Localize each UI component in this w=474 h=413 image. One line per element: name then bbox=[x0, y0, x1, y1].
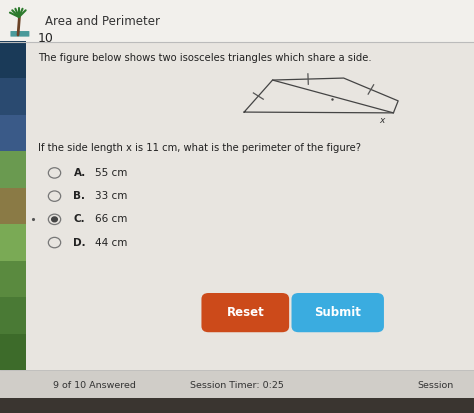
Text: D.: D. bbox=[73, 237, 86, 247]
FancyBboxPatch shape bbox=[201, 293, 289, 332]
FancyBboxPatch shape bbox=[0, 151, 26, 188]
Text: Session: Session bbox=[417, 381, 453, 390]
Text: C.: C. bbox=[73, 214, 85, 224]
Text: x: x bbox=[379, 116, 384, 125]
Text: 9 of 10 Answered: 9 of 10 Answered bbox=[54, 381, 136, 390]
FancyBboxPatch shape bbox=[0, 223, 26, 261]
Text: A.: A. bbox=[73, 168, 86, 178]
Text: 10: 10 bbox=[38, 31, 54, 45]
Text: 55 cm: 55 cm bbox=[95, 168, 127, 178]
Text: Submit: Submit bbox=[314, 306, 361, 319]
FancyBboxPatch shape bbox=[0, 114, 26, 152]
Text: 33 cm: 33 cm bbox=[95, 191, 127, 201]
FancyBboxPatch shape bbox=[10, 31, 29, 37]
FancyBboxPatch shape bbox=[0, 0, 474, 42]
FancyBboxPatch shape bbox=[0, 370, 474, 400]
FancyBboxPatch shape bbox=[0, 78, 26, 115]
Text: Session Timer: 0:25: Session Timer: 0:25 bbox=[190, 381, 284, 390]
FancyBboxPatch shape bbox=[0, 187, 26, 224]
FancyBboxPatch shape bbox=[0, 297, 26, 334]
Text: Reset: Reset bbox=[227, 306, 264, 319]
Text: 66 cm: 66 cm bbox=[95, 214, 127, 224]
Text: The figure below shows two isosceles triangles which share a side.: The figure below shows two isosceles tri… bbox=[38, 53, 372, 63]
Text: 44 cm: 44 cm bbox=[95, 237, 127, 247]
Text: Area and Perimeter: Area and Perimeter bbox=[45, 14, 160, 28]
FancyBboxPatch shape bbox=[0, 41, 26, 78]
FancyBboxPatch shape bbox=[0, 398, 474, 413]
FancyBboxPatch shape bbox=[292, 293, 384, 332]
Circle shape bbox=[52, 217, 57, 222]
FancyBboxPatch shape bbox=[0, 260, 26, 297]
Text: If the side length x is 11 cm, what is the perimeter of the figure?: If the side length x is 11 cm, what is t… bbox=[38, 143, 361, 153]
FancyBboxPatch shape bbox=[0, 333, 26, 370]
Text: B.: B. bbox=[73, 191, 85, 201]
